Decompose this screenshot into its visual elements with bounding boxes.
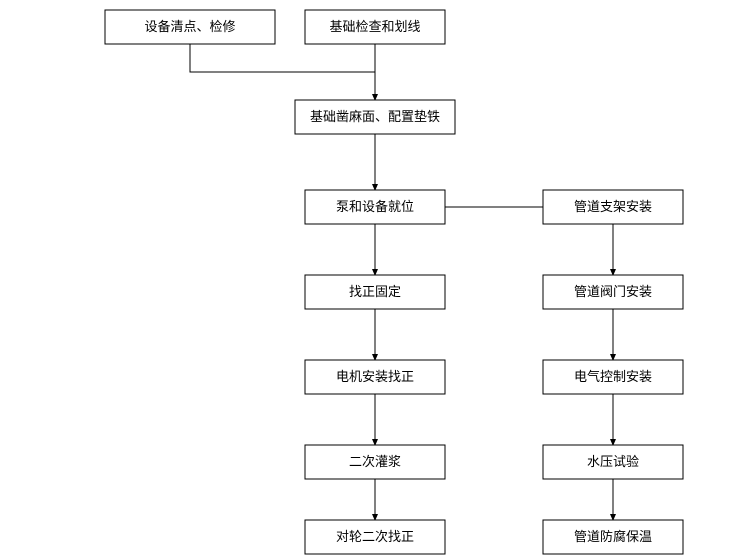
flow-node-align-fix: 找正固定 <box>305 275 445 309</box>
flow-node-elec-ctrl: 电气控制安装 <box>543 360 683 394</box>
flow-node-equip-check: 设备清点、检修 <box>105 10 275 44</box>
node-label: 二次灌浆 <box>349 454 401 469</box>
node-label: 水压试验 <box>587 454 639 469</box>
node-label: 电气控制安装 <box>574 369 652 384</box>
node-label: 基础凿麻面、配置垫铁 <box>310 109 440 124</box>
node-label: 管道阀门安装 <box>574 284 652 299</box>
flow-node-motor-align: 电机安装找正 <box>305 360 445 394</box>
flow-node-hydro-test: 水压试验 <box>543 445 683 479</box>
node-label: 泵和设备就位 <box>336 199 414 214</box>
flow-node-pipe-insul: 管道防腐保温 <box>543 520 683 554</box>
node-label: 设备清点、检修 <box>144 19 235 34</box>
node-label: 管道支架安装 <box>574 199 652 214</box>
flow-node-base-inspect: 基础检查和划线 <box>305 10 445 44</box>
flow-node-wheel-realign: 对轮二次找正 <box>305 520 445 554</box>
flow-node-pipe-support: 管道支架安装 <box>543 190 683 224</box>
flow-node-grout: 二次灌浆 <box>305 445 445 479</box>
flow-node-pipe-valve: 管道阀门安装 <box>543 275 683 309</box>
node-label: 找正固定 <box>349 284 401 299</box>
nodes-layer: 设备清点、检修 基础检查和划线基础凿麻面、配置垫铁泵和设备就位找正固定电机安装找正… <box>105 10 683 554</box>
edge-equip_check-to-base_surface <box>190 44 375 72</box>
node-label: 基础检查和划线 <box>329 19 420 34</box>
node-label: 电机安装找正 <box>336 369 414 384</box>
node-label: 对轮二次找正 <box>336 529 414 544</box>
flowchart-canvas: 设备清点、检修 基础检查和划线基础凿麻面、配置垫铁泵和设备就位找正固定电机安装找正… <box>0 0 741 555</box>
flow-node-base-surface: 基础凿麻面、配置垫铁 <box>295 100 455 134</box>
node-label: 管道防腐保温 <box>574 529 652 544</box>
flow-node-pump-pos: 泵和设备就位 <box>305 190 445 224</box>
